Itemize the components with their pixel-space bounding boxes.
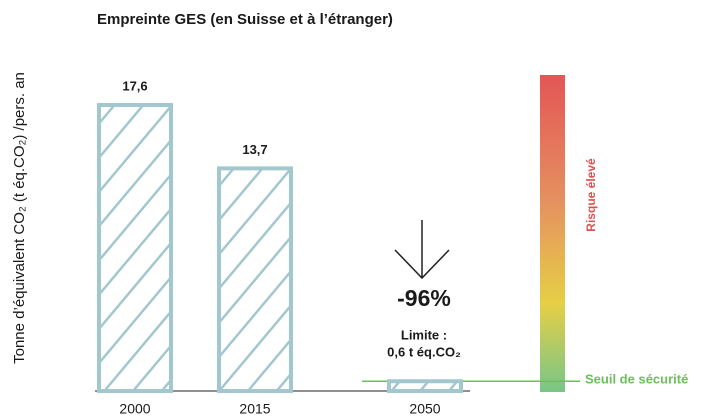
bar: [387, 379, 463, 393]
value-label: 13,7: [242, 142, 267, 157]
bar: [97, 103, 173, 393]
value-label: 0,6 t éq.CO₂: [387, 344, 461, 359]
limit-label: Limite :: [401, 327, 447, 342]
x-tick-label: 2015: [239, 401, 270, 417]
change-label: -96%: [397, 285, 451, 311]
chart-title: Empreinte GES (en Suisse et à l’étranger…: [97, 11, 393, 28]
x-tick-label: 2000: [119, 401, 150, 417]
down-arrow: [394, 220, 450, 280]
risk-label: Risque élevé: [584, 158, 598, 232]
x-tick-label: 2050: [409, 401, 440, 417]
safety-label: Seuil de sécurité: [585, 371, 688, 386]
bar: [217, 166, 293, 393]
y-axis-label: Tonne d’équivalent CO₂ (t éq.CO₂) /pers.…: [11, 72, 28, 364]
risk-gradient: [540, 75, 565, 392]
value-label: 17,6: [122, 78, 147, 93]
